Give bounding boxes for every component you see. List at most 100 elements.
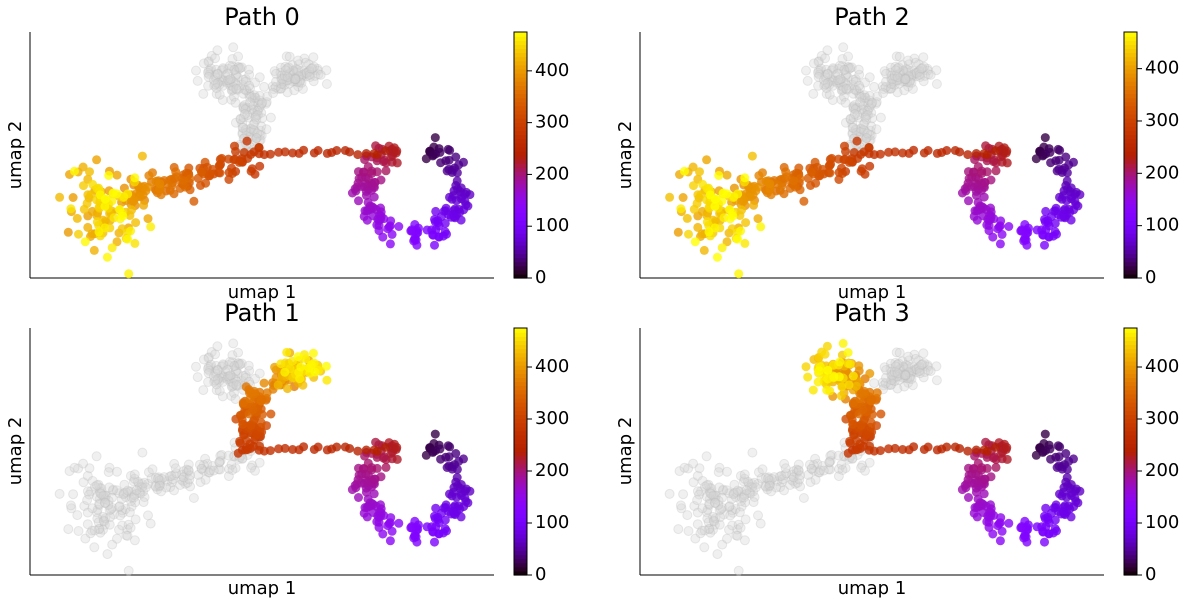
point — [818, 465, 829, 476]
point — [282, 75, 293, 86]
colorbar-segment — [1124, 171, 1137, 177]
point — [270, 82, 281, 93]
point — [84, 463, 95, 474]
point — [238, 102, 249, 113]
colorbar-segment — [514, 550, 527, 556]
point — [881, 76, 891, 87]
colorbar-segment — [514, 525, 527, 531]
point — [145, 518, 156, 529]
point — [112, 466, 122, 477]
point — [280, 367, 290, 377]
point — [734, 269, 744, 279]
colorbar-segment — [514, 167, 527, 172]
point — [218, 76, 229, 87]
point — [378, 232, 388, 242]
point — [198, 460, 209, 470]
point — [288, 65, 299, 76]
point — [813, 67, 823, 78]
point — [192, 372, 203, 383]
point — [216, 449, 227, 460]
point — [225, 80, 236, 91]
point — [824, 457, 835, 468]
point — [229, 65, 240, 75]
point — [1002, 158, 1012, 168]
point — [281, 69, 292, 80]
point — [252, 128, 263, 139]
colorbar-segment — [1124, 455, 1137, 461]
point — [392, 146, 402, 156]
point — [841, 69, 851, 80]
point — [198, 385, 209, 396]
point — [74, 229, 83, 239]
point — [839, 65, 850, 75]
point — [249, 117, 260, 128]
point — [219, 75, 229, 86]
point — [294, 77, 305, 88]
point — [203, 57, 214, 67]
point — [254, 457, 265, 468]
point — [914, 70, 924, 81]
colorbar-segment — [514, 114, 527, 119]
point — [290, 73, 301, 83]
colorbar-segment — [514, 200, 527, 205]
point — [919, 61, 930, 72]
point — [834, 77, 845, 88]
point — [230, 463, 241, 474]
point — [840, 70, 851, 81]
colorbar-segment — [1124, 68, 1137, 74]
point — [904, 76, 915, 87]
point — [143, 510, 153, 521]
point — [321, 65, 332, 76]
point — [823, 365, 833, 375]
colorbar-segment — [1124, 463, 1137, 469]
point — [226, 459, 237, 470]
point — [905, 66, 916, 76]
point — [842, 72, 853, 82]
point — [104, 505, 115, 516]
point — [238, 103, 249, 114]
colorbar-tick-label: 0 — [535, 564, 546, 585]
point — [304, 66, 314, 77]
point — [904, 148, 914, 158]
colorbar-frame — [1123, 31, 1138, 279]
point — [756, 222, 766, 232]
point — [713, 467, 724, 478]
point — [175, 480, 186, 490]
colorbar-segment — [1124, 150, 1137, 156]
point — [911, 71, 922, 82]
point — [256, 99, 267, 110]
colorbar-segment — [514, 467, 527, 473]
colorbar-segment — [514, 472, 527, 477]
point — [226, 94, 237, 105]
point — [139, 200, 149, 210]
point — [66, 204, 76, 214]
colorbar-segment — [1124, 365, 1137, 370]
point — [903, 81, 914, 92]
colorbar-tick-label: 300 — [535, 408, 569, 429]
point — [890, 61, 901, 72]
colorbar-segment — [1124, 397, 1137, 403]
colorbar-segment — [514, 73, 527, 78]
point — [394, 518, 404, 528]
point — [864, 90, 875, 101]
point — [847, 127, 858, 138]
point — [277, 79, 288, 89]
point — [230, 117, 241, 128]
point — [828, 64, 839, 75]
point — [289, 66, 300, 77]
colorbar-segment — [514, 406, 527, 411]
point — [372, 167, 382, 177]
point — [706, 489, 717, 499]
point — [910, 57, 921, 68]
point — [100, 194, 110, 204]
point — [238, 112, 249, 123]
point — [118, 488, 129, 499]
point — [79, 181, 88, 191]
point — [1055, 145, 1065, 155]
colorbar-segment — [514, 175, 527, 181]
point — [188, 493, 199, 503]
point — [755, 518, 766, 529]
colorbar-segment — [1124, 126, 1137, 131]
point — [217, 95, 228, 106]
point — [179, 176, 189, 186]
